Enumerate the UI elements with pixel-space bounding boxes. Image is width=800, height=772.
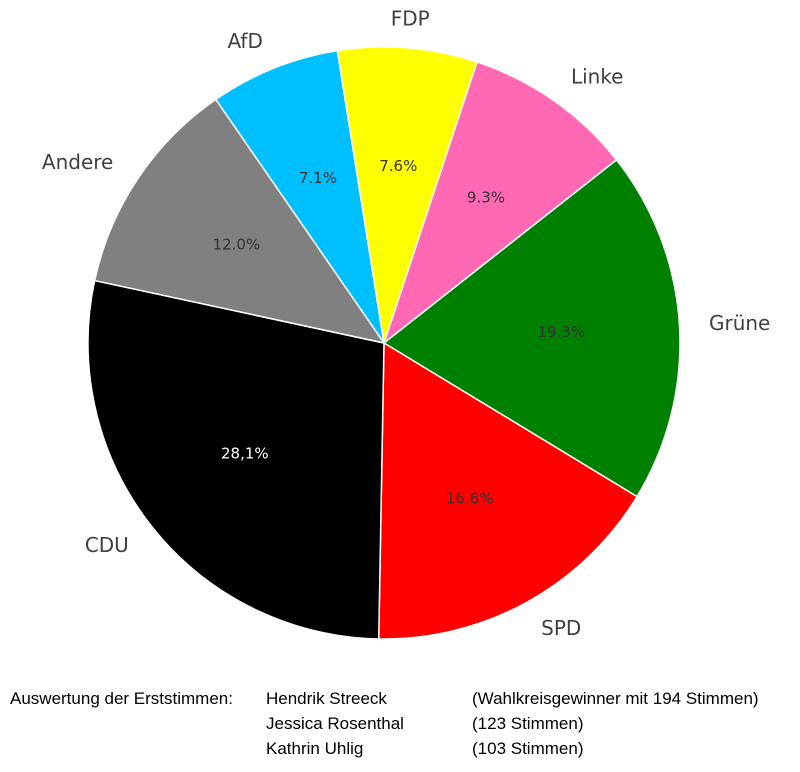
candidate-note: (103 Stimmen) <box>472 739 584 758</box>
slice-andere <box>93 98 386 345</box>
candidate-name: Kathrin Uhlig <box>266 739 364 758</box>
value-label-afd: 7.1% <box>299 169 337 187</box>
value-label-fdp: 7.6% <box>379 157 417 175</box>
category-label-fdp: FDP <box>391 6 430 30</box>
percentage-labels: 9.3% 19.3% 16.6% 28,1% 12.0% 7.1% 7.6% <box>213 157 586 508</box>
category-label-andere: Andere <box>42 150 113 174</box>
category-label-linke: Linke <box>571 64 624 88</box>
slice-gruene <box>382 158 681 498</box>
pie-slices <box>87 46 681 640</box>
slice-afd <box>214 49 385 344</box>
category-label-gruene: Grüne <box>709 311 770 335</box>
category-label-cdu: CDU <box>85 533 129 557</box>
slice-cdu <box>87 279 385 640</box>
candidate-note: (Wahlkreisgewinner mit 194 Stimmen) <box>472 689 759 708</box>
candidate-name: Jessica Rosenthal <box>266 714 404 733</box>
first-vote-summary: Auswertung der Erststimmen: Hendrik Stre… <box>10 688 800 768</box>
value-label-andere: 12.0% <box>213 235 261 253</box>
summary-heading: Auswertung der Erststimmen: <box>10 689 233 708</box>
value-label-cdu: 28,1% <box>221 444 269 462</box>
value-label-spd: 16.6% <box>446 490 494 508</box>
slice-spd <box>377 341 639 640</box>
candidate-name: Hendrik Streeck <box>266 689 387 708</box>
slice-linke <box>382 61 618 346</box>
candidate-note: (123 Stimmen) <box>472 714 584 733</box>
value-label-gruene: 19.3% <box>537 323 585 341</box>
slice-fdp <box>336 46 478 344</box>
category-label-spd: SPD <box>541 616 581 640</box>
value-label-linke: 9.3% <box>467 189 505 207</box>
category-labels: Linke Grüne SPD CDU Andere AfD FDP <box>42 6 770 640</box>
category-label-afd: AfD <box>227 29 262 53</box>
pie-chart: 9.3% 19.3% 16.6% 28,1% 12.0% 7.1% 7.6% Linke Gr… <box>42 6 770 640</box>
